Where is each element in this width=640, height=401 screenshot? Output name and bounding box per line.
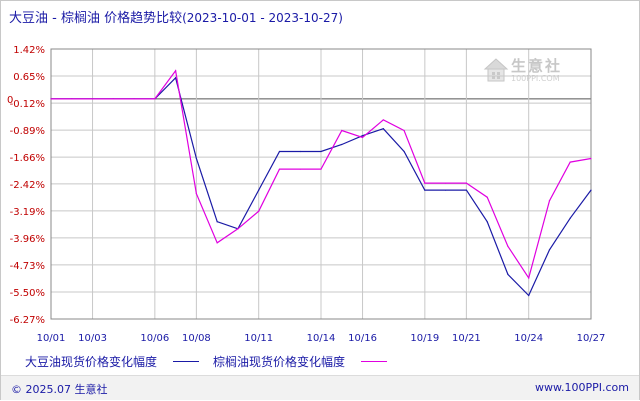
data-point-series-2 (590, 157, 592, 160)
data-point-series-2 (465, 182, 467, 184)
data-point-series-2 (569, 161, 571, 163)
y-tick-label: 1.42% (13, 45, 45, 56)
data-point-series-1 (195, 157, 197, 160)
y-tick-label: -3.19% (10, 207, 45, 218)
data-point-series-2 (278, 168, 281, 170)
y-tick-label: -5.50% (10, 288, 45, 299)
data-point-series-1 (216, 221, 218, 223)
chart-title: 大豆油 - 棕榈油 价格趋势比较(2023-10-01 - 2023-10-27… (9, 7, 343, 26)
data-point-series-1 (590, 189, 592, 191)
x-tick-label: 10/21 (452, 333, 481, 344)
data-point-series-2 (91, 98, 94, 100)
x-tick-label: 10/11 (244, 333, 273, 344)
data-point-series-2 (548, 200, 551, 202)
chart-title-main: 大豆油 - 棕榈油 价格趋势比较 (9, 11, 183, 26)
data-point-series-2 (112, 98, 114, 100)
y-tick-label: -2.42% (10, 180, 45, 191)
data-point-series-1 (403, 150, 405, 153)
y-tick-label: -0.12% (10, 99, 45, 110)
data-point-series-2 (361, 136, 364, 139)
grid (50, 48, 592, 320)
site-url-link[interactable]: www.100PPI.com (535, 381, 629, 394)
x-tick-label: 10/16 (348, 333, 377, 344)
data-point-series-2 (341, 129, 343, 132)
data-point-series-2 (507, 245, 509, 247)
y-tick-label: 0 (7, 95, 13, 106)
data-point-series-1 (382, 128, 384, 130)
y-tick-labels: 1.42% 0.65% 0-0.12% -0.89% -1.66% -2.42% -3.19… (7, 45, 45, 326)
y-tick-label: -0.89% (10, 126, 45, 137)
data-point-series-1 (445, 189, 447, 191)
data-point-series-2 (403, 129, 405, 132)
y-tick-label: -3.96% (10, 234, 45, 245)
legend-label-series-1: 大豆油现货价格变化幅度 (25, 355, 158, 369)
y-tick-label: -6.27% (10, 315, 45, 326)
data-point-series-1 (569, 217, 571, 219)
data-point-series-2 (71, 98, 73, 100)
data-point-series-1 (465, 189, 467, 191)
house-logo-icon (483, 58, 509, 82)
data-point-series-2 (175, 70, 177, 72)
data-point-series-2 (486, 196, 488, 198)
axes (50, 48, 592, 320)
y-tick-label: 0.65% (13, 72, 45, 83)
data-point-series-2 (50, 98, 52, 100)
data-point-series-1 (341, 143, 343, 146)
x-tick-label: 10/01 (37, 333, 66, 344)
copyright-text: © 2025.07 生意社 (11, 383, 108, 396)
footer-bar: © 2025.07 生意社 www.100PPI.com (1, 375, 639, 400)
data-point-series-1 (320, 150, 322, 153)
watermark-logo: 生意社 100PPI.COM (483, 57, 560, 89)
legend-swatch-series-1 (173, 361, 200, 362)
legend: 大豆油现货价格变化幅度 棕榈油现货价格变化幅度 (25, 353, 401, 370)
y-tick-label: -1.66% (10, 153, 45, 164)
y-tick-label: -4.73% (10, 261, 45, 272)
data-point-series-2 (237, 228, 239, 230)
x-tick-label: 10/14 (307, 333, 336, 344)
watermark-name: 生意社 (511, 57, 563, 75)
chart-title-range: (2023-10-01 - 2023-10-27) (182, 11, 343, 25)
data-point-series-1 (258, 189, 260, 191)
data-point-series-2 (133, 98, 135, 100)
x-tick-label: 10/27 (577, 333, 606, 344)
watermark-url: 100PPI.COM (511, 74, 560, 83)
x-tick-labels: 10/01 10/03 10/06 10/08 10/11 10/14 10/16 10/19… (37, 333, 606, 344)
data-point-series-1 (299, 150, 301, 153)
series-group (50, 69, 592, 297)
legend-label-series-2: 棕榈油现货价格变化幅度 (213, 355, 346, 369)
data-point-series-1 (175, 77, 177, 79)
data-point-series-2 (382, 119, 384, 121)
data-point-series-1 (528, 294, 530, 297)
x-tick-label: 10/08 (182, 333, 211, 344)
x-tick-label: 10/06 (140, 333, 169, 344)
data-point-series-2 (258, 210, 260, 212)
legend-swatch-series-2 (361, 361, 388, 362)
data-point-series-2 (216, 242, 218, 244)
data-point-series-1 (424, 189, 426, 191)
data-point-series-2 (320, 168, 322, 170)
data-point-series-2 (154, 98, 156, 100)
x-tick-label: 10/19 (410, 333, 439, 344)
data-point-series-1 (548, 249, 551, 251)
data-point-series-2 (424, 182, 426, 184)
data-point-series-2 (299, 168, 301, 170)
x-tick-label: 10/03 (78, 333, 107, 344)
plot-border (50, 48, 592, 320)
data-point-series-2 (528, 277, 530, 279)
data-point-series-1 (507, 273, 509, 276)
data-point-series-1 (486, 221, 488, 223)
data-point-series-2 (445, 182, 447, 184)
data-point-series-1 (361, 135, 364, 137)
data-point-series-1 (278, 150, 281, 153)
x-tick-label: 10/24 (514, 333, 543, 344)
data-point-series-2 (195, 193, 197, 195)
